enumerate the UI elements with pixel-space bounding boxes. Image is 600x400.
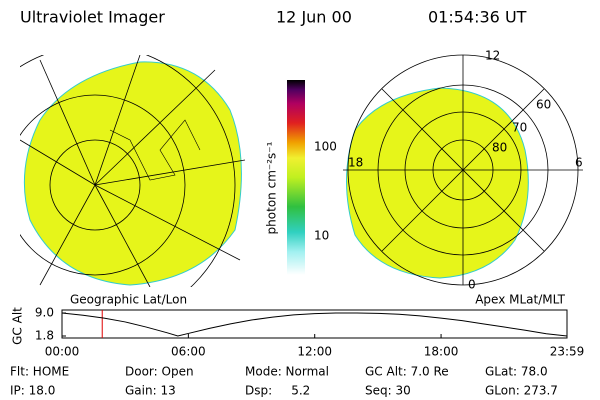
- status-field: GLat: 78.0: [485, 365, 548, 379]
- alt-plot: 9.0 1.8 00:00 06:00 12:00 18:00 23:59: [35, 306, 584, 359]
- mlat-label: 80: [492, 141, 507, 155]
- y-tick-label: 1.8: [35, 329, 54, 343]
- colorbar-tick: 100: [314, 140, 337, 154]
- x-tick-label: 18:00: [424, 345, 459, 359]
- map-caption: Geographic Lat/Lon: [70, 293, 187, 307]
- y-axis-label: GC Alt: [11, 307, 25, 345]
- alt-line: [61, 312, 568, 337]
- mlt-label: 0: [468, 278, 476, 292]
- colorbar-label: photon cm⁻²s⁻¹: [265, 141, 279, 234]
- geo-map: [20, 55, 246, 287]
- plot-frame: [61, 309, 568, 339]
- title: Ultraviolet Imager: [20, 8, 165, 27]
- status-field: Seq: 30: [365, 384, 411, 398]
- mlt-label: 12: [485, 49, 500, 63]
- footer: Flt: HOME Door: Open Mode: Normal GC Alt: 7…: [10, 365, 558, 398]
- date: 12 Jun 00: [276, 8, 352, 27]
- status-field: GC Alt: 7.0 Re: [365, 365, 449, 379]
- colorbar: [287, 80, 305, 275]
- mlt-label: 18: [348, 156, 363, 170]
- x-tick-label: 23:59: [550, 345, 585, 359]
- status-field: Gain: 13: [125, 384, 176, 398]
- colorbar-tick: 10: [314, 229, 329, 243]
- time: 01:54:36 UT: [428, 8, 527, 27]
- map-caption: Apex MLat/MLT: [475, 293, 565, 307]
- x-tick-label: 12:00: [297, 345, 332, 359]
- x-tick-label: 00:00: [45, 345, 80, 359]
- status-field: Flt: HOME: [10, 365, 69, 379]
- mlt-label: 6: [575, 156, 583, 170]
- status-field: GLon: 273.7: [485, 384, 558, 398]
- polar-map: 12 18 6 0 60 70 80: [343, 49, 583, 292]
- mlat-label: 70: [512, 121, 527, 135]
- status-field: IP: 18.0: [10, 384, 55, 398]
- status-field: Door: Open: [125, 365, 194, 379]
- status-field: Dsp: 5.2: [245, 384, 310, 398]
- x-tick-label: 06:00: [171, 345, 206, 359]
- mlat-label: 60: [536, 98, 551, 112]
- status-field: Mode: Normal: [245, 365, 329, 379]
- y-tick-label: 9.0: [35, 306, 54, 320]
